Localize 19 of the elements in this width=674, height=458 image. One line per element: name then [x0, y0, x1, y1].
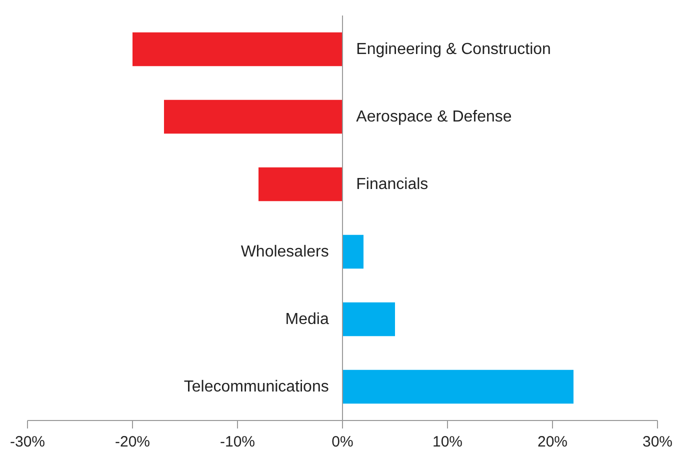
x-tick-label: 20% — [537, 434, 568, 450]
y-tick-label: Engineering & Construction — [356, 40, 551, 58]
x-tick-label: 30% — [642, 434, 673, 450]
x-tick-label: -20% — [114, 434, 150, 450]
x-tick-label: 10% — [432, 434, 463, 450]
x-tick-label: -30% — [10, 434, 46, 450]
y-tick-label: Telecommunications — [184, 378, 329, 396]
bar — [342, 370, 574, 404]
y-tick-label: Financials — [356, 176, 428, 193]
bar — [258, 167, 342, 202]
x-tick-label: 0% — [332, 434, 354, 450]
bar — [342, 234, 364, 269]
y-tick-label: Media — [285, 310, 329, 328]
bar — [342, 302, 395, 336]
y-tick-label: Aerospace & Defense — [356, 108, 512, 126]
bar — [164, 100, 342, 134]
bar — [132, 32, 342, 66]
x-tick-label: -10% — [220, 434, 256, 450]
y-tick-label: Wholesalers — [240, 243, 329, 260]
